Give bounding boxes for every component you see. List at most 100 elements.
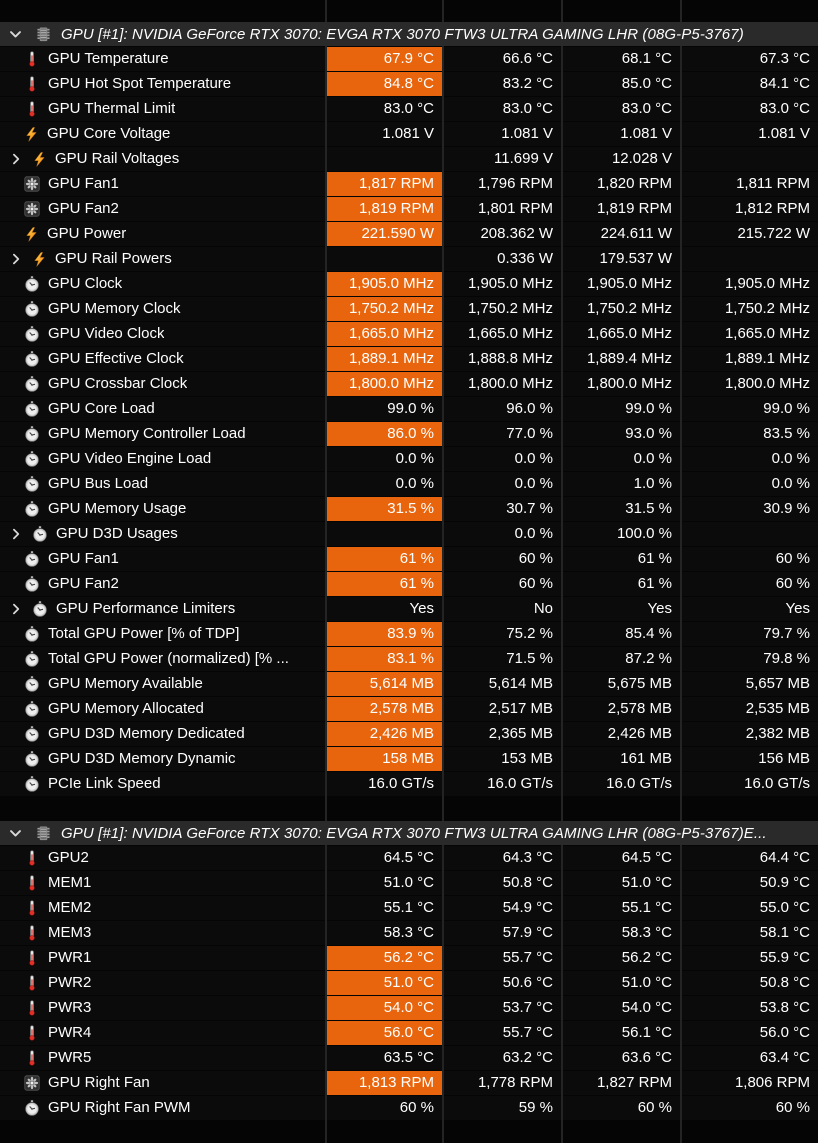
value-cell: 64.5 °C (563, 846, 680, 870)
sensor-row[interactable]: GPU Rail Powers 0.336 W 179.537 W (0, 247, 818, 271)
sensor-label-cell: GPU Video Clock (0, 322, 325, 346)
sensor-row[interactable]: GPU Bus Load 0.0 % 0.0 % 1.0 % 0.0 % (0, 472, 818, 496)
value-cell: 12.028 V (563, 147, 680, 171)
sensor-label: MEM3 (48, 924, 92, 941)
chevron-down-icon[interactable] (8, 27, 23, 42)
sensor-row[interactable]: PWR2 51.0 °C 50.6 °C 51.0 °C 50.8 °C (0, 971, 818, 995)
value-cell: 1,750.2 MHz (682, 297, 818, 321)
sensor-row[interactable]: GPU Right Fan PWM 60 % 59 % 60 % 60 % (0, 1096, 818, 1120)
value-cell: 5,614 MB (444, 672, 561, 696)
sensor-label: GPU Crossbar Clock (48, 375, 188, 392)
sensor-row[interactable]: GPU Fan1 61 % 60 % 61 % 60 % (0, 547, 818, 571)
sensor-row[interactable]: GPU Effective Clock 1,889.1 MHz 1,888.8 MH… (0, 347, 818, 371)
value-cell: 83.9 % (327, 622, 442, 646)
sensor-row[interactable]: GPU Clock 1,905.0 MHz 1,905.0 MHz 1,905.0 M… (0, 272, 818, 296)
sensor-label: GPU2 (48, 849, 89, 866)
chevron-right-icon[interactable] (9, 252, 23, 266)
sensor-row[interactable]: PWR3 54.0 °C 53.7 °C 54.0 °C 53.8 °C (0, 996, 818, 1020)
sensor-row[interactable]: GPU Memory Clock 1,750.2 MHz 1,750.2 MHz 1,… (0, 297, 818, 321)
value-cell: 63.2 °C (444, 1046, 561, 1070)
sensor-row[interactable]: GPU Power 221.590 W 208.362 W 224.611 W 215.… (0, 222, 818, 246)
sensor-row[interactable]: GPU D3D Memory Dynamic 158 MB 153 MB 161 MB… (0, 747, 818, 771)
value-cell: 59 % (444, 1096, 561, 1120)
value-cell: 56.1 °C (563, 1021, 680, 1045)
chevron-right-icon[interactable] (9, 527, 23, 541)
value-cell: 55.0 °C (682, 896, 818, 920)
value-cell: 2,426 MB (563, 722, 680, 746)
sensor-label-cell: GPU Fan1 (0, 172, 325, 196)
sensor-row[interactable]: GPU2 64.5 °C 64.3 °C 64.5 °C 64.4 °C (0, 846, 818, 870)
sensor-row[interactable]: GPU Memory Usage 31.5 % 30.7 % 31.5 % 30.9 % (0, 497, 818, 521)
sensor-label: GPU Temperature (48, 50, 169, 67)
chevron-right-icon[interactable] (9, 602, 23, 616)
sensor-row[interactable]: GPU Video Clock 1,665.0 MHz 1,665.0 MHz 1,6… (0, 322, 818, 346)
sensor-label: MEM2 (48, 899, 92, 916)
value-cell: 83.1 % (327, 647, 442, 671)
sensor-label-cell: PWR5 (0, 1046, 325, 1070)
column-separator (442, 0, 444, 1143)
sensor-group-header[interactable]: GPU [#1]: NVIDIA GeForce RTX 3070: EVGA … (0, 821, 818, 845)
sensor-row[interactable]: Total GPU Power (normalized) [% ... 83.1 … (0, 647, 818, 671)
clock-icon (24, 701, 40, 717)
sensor-row[interactable]: GPU Memory Controller Load 86.0 % 77.0 % 93… (0, 422, 818, 446)
sensor-label-cell: PWR3 (0, 996, 325, 1020)
value-cell: 224.611 W (563, 222, 680, 246)
chevron-down-icon[interactable] (8, 826, 23, 841)
value-cell: 56.2 °C (327, 946, 442, 970)
sensor-group-header[interactable]: GPU [#1]: NVIDIA GeForce RTX 3070: EVGA … (0, 22, 818, 46)
sensor-row[interactable]: GPU Fan2 61 % 60 % 61 % 60 % (0, 572, 818, 596)
sensor-row[interactable]: GPU Crossbar Clock 1,800.0 MHz 1,800.0 MHz… (0, 372, 818, 396)
sensor-row[interactable]: GPU Video Engine Load 0.0 % 0.0 % 0.0 % 0.0 … (0, 447, 818, 471)
value-cell: 50.6 °C (444, 971, 561, 995)
sensor-row[interactable]: GPU Hot Spot Temperature 84.8 °C 83.2 °C 85… (0, 72, 818, 96)
chip-icon (35, 825, 52, 842)
sensor-label-cell: MEM3 (0, 921, 325, 945)
sensor-row[interactable]: GPU Right Fan 1,813 RPM 1,778 RPM 1,827 RPM… (0, 1071, 818, 1095)
sensor-row[interactable]: GPU Core Voltage 1.081 V 1.081 V 1.081 V 1.0… (0, 122, 818, 146)
value-cell: 1,800.0 MHz (682, 372, 818, 396)
sensor-table: GPU [#1]: NVIDIA GeForce RTX 3070: EVGA … (0, 0, 818, 1120)
sensor-row[interactable]: PWR5 63.5 °C 63.2 °C 63.6 °C 63.4 °C (0, 1046, 818, 1070)
sensor-label: PWR2 (48, 974, 92, 991)
value-cell: 2,426 MB (327, 722, 442, 746)
sensor-label-cell: GPU Memory Available (0, 672, 325, 696)
value-cell: 96.0 % (444, 397, 561, 421)
sensor-row[interactable]: GPU Temperature 67.9 °C 66.6 °C 68.1 °C 67.3… (0, 47, 818, 71)
sensor-row[interactable]: GPU Performance Limiters Yes No Yes Yes (0, 597, 818, 621)
value-cell: 93.0 % (563, 422, 680, 446)
sensor-row[interactable]: GPU Core Load 99.0 % 96.0 % 99.0 % 99.0 % (0, 397, 818, 421)
value-cell: 1,889.1 MHz (682, 347, 818, 371)
sensor-label-cell: GPU D3D Usages (0, 522, 325, 546)
chevron-right-icon[interactable] (9, 152, 23, 166)
sensor-row[interactable]: PWR4 56.0 °C 55.7 °C 56.1 °C 56.0 °C (0, 1021, 818, 1045)
sensor-row[interactable]: GPU Fan1 1,817 RPM 1,796 RPM 1,820 RPM 1,811… (0, 172, 818, 196)
sensor-row[interactable]: GPU Memory Available 5,614 MB 5,614 MB 5,67… (0, 672, 818, 696)
value-cell: 56.0 °C (327, 1021, 442, 1045)
value-cell: 16.0 GT/s (444, 772, 561, 796)
sensor-label: GPU D3D Usages (56, 525, 178, 542)
sensor-row[interactable]: GPU Thermal Limit 83.0 °C 83.0 °C 83.0 °C 83… (0, 97, 818, 121)
bolt-icon (32, 151, 47, 167)
sensor-row[interactable]: MEM2 55.1 °C 54.9 °C 55.1 °C 55.0 °C (0, 896, 818, 920)
sensor-label: GPU Core Voltage (47, 125, 171, 142)
clock-icon (32, 526, 48, 542)
sensor-row[interactable]: GPU Fan2 1,819 RPM 1,801 RPM 1,819 RPM 1,812… (0, 197, 818, 221)
sensor-row[interactable]: PWR1 56.2 °C 55.7 °C 56.2 °C 55.9 °C (0, 946, 818, 970)
empty-strip (0, 0, 818, 22)
sensor-row[interactable]: GPU D3D Usages 0.0 % 100.0 % (0, 522, 818, 546)
sensor-row[interactable]: GPU D3D Memory Dedicated 2,426 MB 2,365 MB… (0, 722, 818, 746)
value-cell: 61 % (327, 547, 442, 571)
value-cell: 156 MB (682, 747, 818, 771)
sensor-row[interactable]: Total GPU Power [% of TDP] 83.9 % 75.2 % 85… (0, 622, 818, 646)
value-cell: 1.081 V (444, 122, 561, 146)
sensor-label: GPU Rail Powers (55, 250, 172, 267)
sensor-row[interactable]: PCIe Link Speed 16.0 GT/s 16.0 GT/s 16.0 GT… (0, 772, 818, 796)
value-cell: 31.5 % (563, 497, 680, 521)
value-cell: 66.6 °C (444, 47, 561, 71)
sensor-row[interactable]: MEM3 58.3 °C 57.9 °C 58.3 °C 58.1 °C (0, 921, 818, 945)
value-cell: 51.0 °C (563, 971, 680, 995)
sensor-row[interactable]: MEM1 51.0 °C 50.8 °C 51.0 °C 50.9 °C (0, 871, 818, 895)
sensor-row[interactable]: GPU Rail Voltages 11.699 V 12.028 V (0, 147, 818, 171)
sensor-row[interactable]: GPU Memory Allocated 2,578 MB 2,517 MB 2,57… (0, 697, 818, 721)
value-cell: 84.1 °C (682, 72, 818, 96)
